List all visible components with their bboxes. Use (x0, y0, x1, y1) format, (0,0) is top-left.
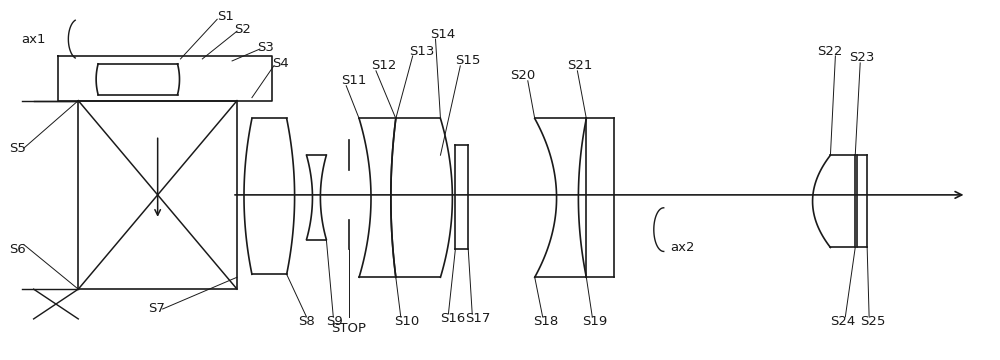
Text: S10: S10 (394, 315, 419, 328)
Text: S23: S23 (849, 51, 875, 64)
Text: S21: S21 (567, 59, 593, 72)
Text: S18: S18 (533, 315, 558, 328)
Text: ax2: ax2 (671, 241, 695, 254)
Text: S15: S15 (455, 54, 481, 67)
Text: S5: S5 (9, 142, 26, 155)
Text: S16: S16 (440, 312, 466, 325)
Text: STOP: STOP (331, 322, 366, 336)
Text: S25: S25 (860, 315, 886, 328)
Text: S3: S3 (257, 41, 274, 54)
Text: S19: S19 (582, 315, 608, 328)
Text: ax1: ax1 (22, 33, 46, 46)
Text: S2: S2 (234, 23, 251, 36)
Text: S22: S22 (818, 45, 843, 58)
Text: S7: S7 (148, 302, 165, 315)
Text: S12: S12 (371, 59, 396, 72)
Text: S13: S13 (409, 45, 434, 58)
Text: S8: S8 (299, 315, 315, 328)
Text: S9: S9 (326, 315, 343, 328)
Text: S11: S11 (341, 74, 367, 87)
Text: S6: S6 (9, 243, 26, 256)
Text: S20: S20 (510, 69, 535, 82)
Text: S14: S14 (431, 28, 456, 41)
Text: S17: S17 (465, 312, 491, 325)
Text: S4: S4 (272, 57, 289, 71)
Text: S1: S1 (217, 10, 234, 23)
Text: S24: S24 (830, 315, 856, 328)
